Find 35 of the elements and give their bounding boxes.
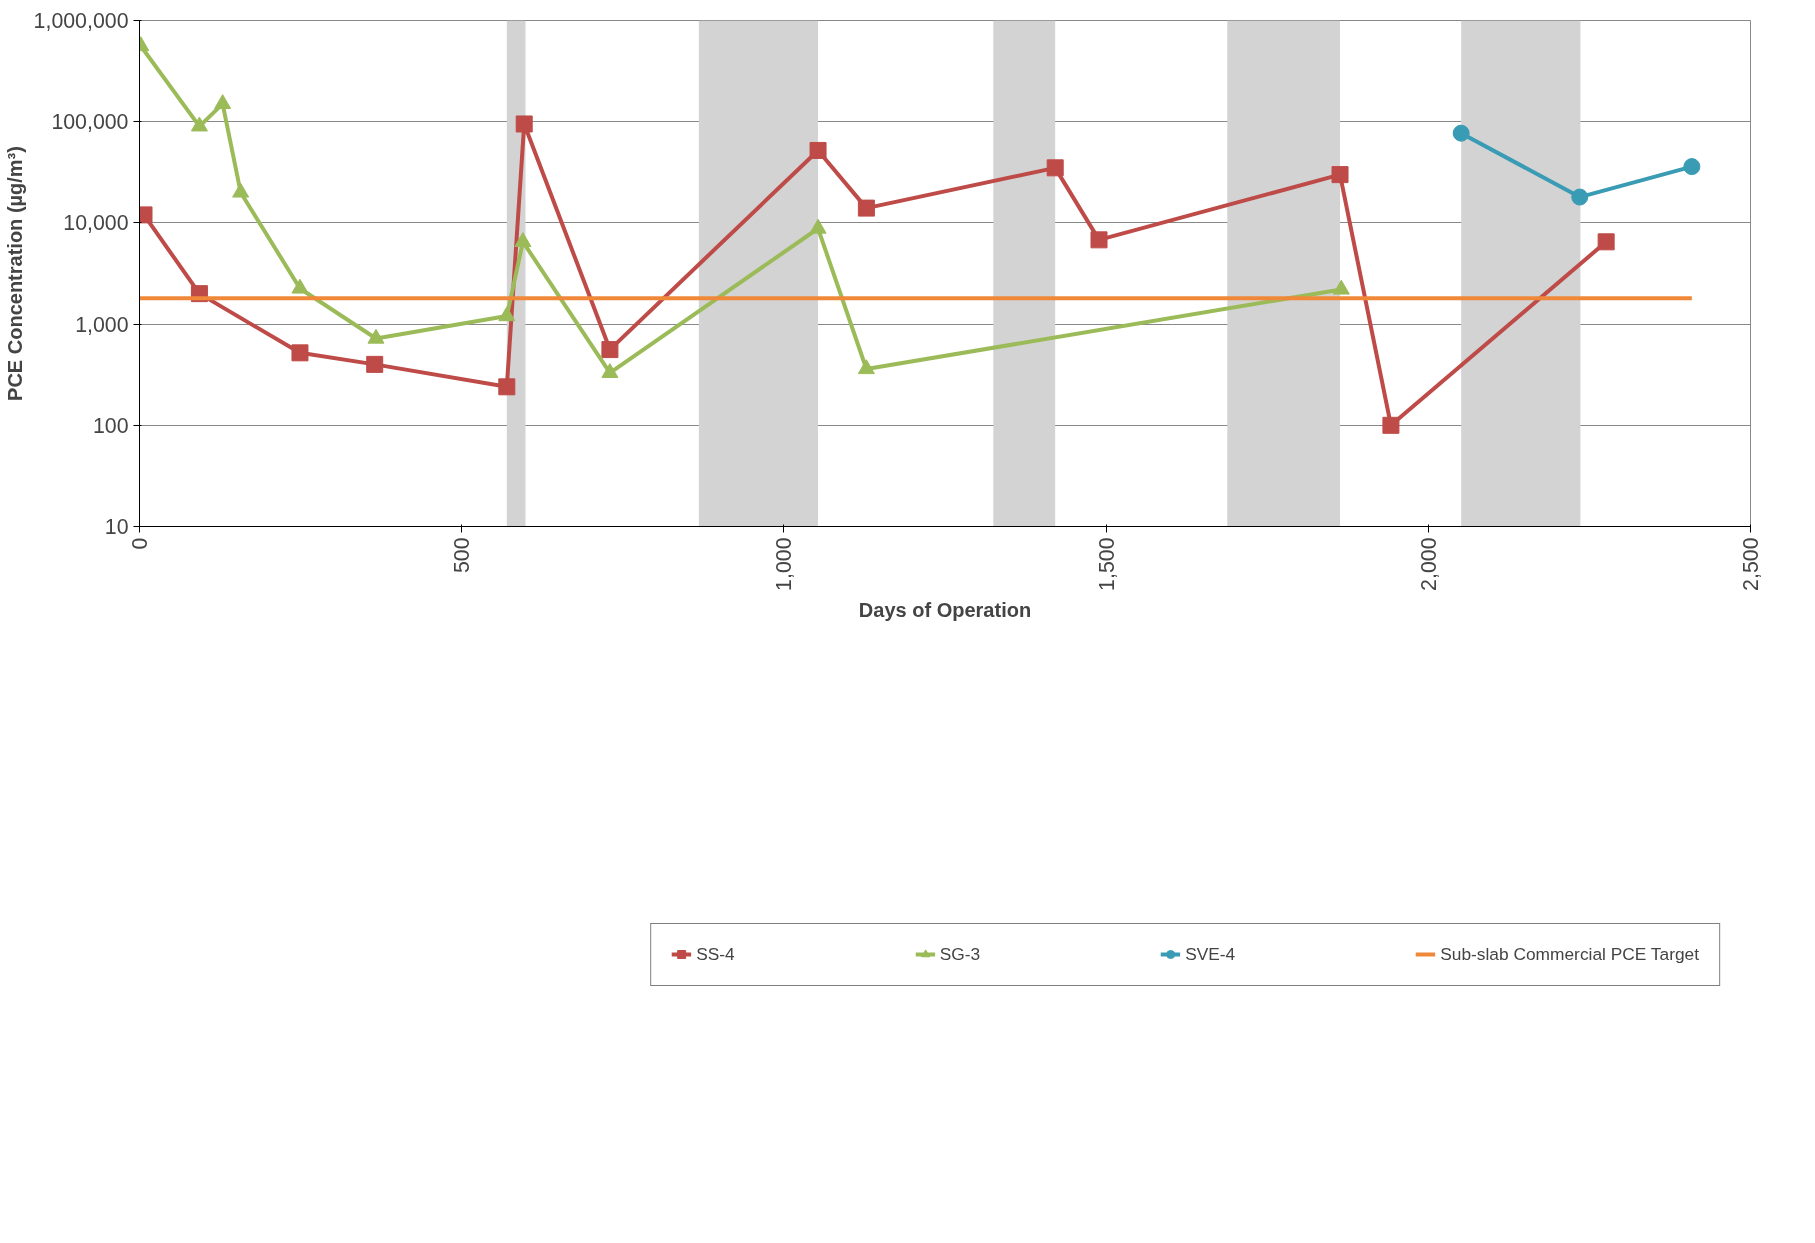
point [291,344,309,362]
point [1090,231,1108,249]
point [1597,233,1615,251]
legend-label: Sub-slab Commercial PCE Target [1440,943,1699,965]
y-tick-label: 100,000 [51,110,129,135]
point [498,306,516,322]
x-tick-label: 1,000 [772,537,797,591]
point [857,359,875,375]
y-tick-label: 100 [92,413,129,438]
point [1571,188,1589,206]
y-axis-title: PCE Concentration (µg/m³) [3,146,26,401]
point [857,199,875,217]
point [809,141,827,159]
point [1683,158,1701,176]
x-tick-label: 0 [128,537,152,550]
y-tick-label: 10,000 [63,211,129,236]
y-tick-label: 1,000,000 [33,9,129,33]
point [1382,416,1400,434]
point [498,378,516,396]
legend-label: SS-4 [696,943,735,965]
x-tick-label: 1,500 [1094,537,1119,591]
y-tick-label: 10 [104,515,129,539]
point [601,341,619,359]
point [1046,159,1064,177]
x-tick-label: 2,000 [1416,537,1441,591]
point [1452,124,1470,142]
x-axis-title: Days of Operation [858,598,1032,621]
point [515,115,533,133]
y-tick-label: 1,000 [75,312,129,337]
legend-label: SG-3 [939,943,981,965]
x-tick-label: 500 [450,537,475,574]
legend-label: SVE-4 [1185,943,1236,965]
point [366,355,384,373]
x-tick-label: 2,500 [1739,537,1763,591]
point [1331,166,1349,184]
